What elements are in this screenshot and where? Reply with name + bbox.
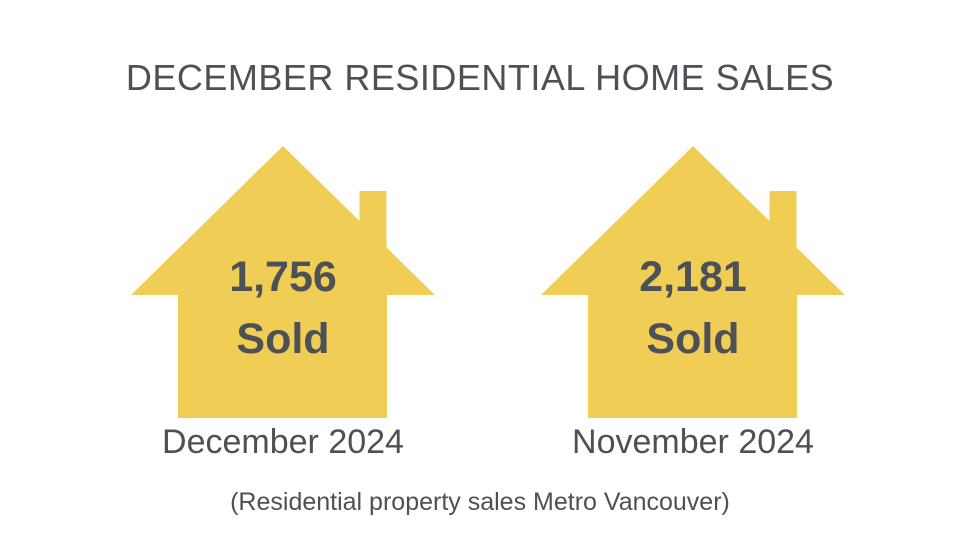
sales-count-december: 1,756 Sold xyxy=(131,246,435,370)
caption-december: December 2024 xyxy=(162,423,404,461)
house-figure-december: 1,756 Sold December 2024 xyxy=(131,146,435,486)
house-icon xyxy=(541,146,845,418)
caption-november: November 2024 xyxy=(572,423,814,461)
sales-value: 2,181 xyxy=(639,253,747,301)
house-icon xyxy=(131,146,435,418)
sales-unit: Sold xyxy=(236,315,330,363)
house-figure-november: 2,181 Sold November 2024 xyxy=(541,146,845,486)
footnote: (Residential property sales Metro Vancou… xyxy=(230,488,730,516)
sales-value: 1,756 xyxy=(229,253,337,301)
page-title: DECEMBER RESIDENTIAL HOME SALES xyxy=(125,57,835,98)
sales-count-november: 2,181 Sold xyxy=(541,246,845,370)
sales-unit: Sold xyxy=(646,315,740,363)
